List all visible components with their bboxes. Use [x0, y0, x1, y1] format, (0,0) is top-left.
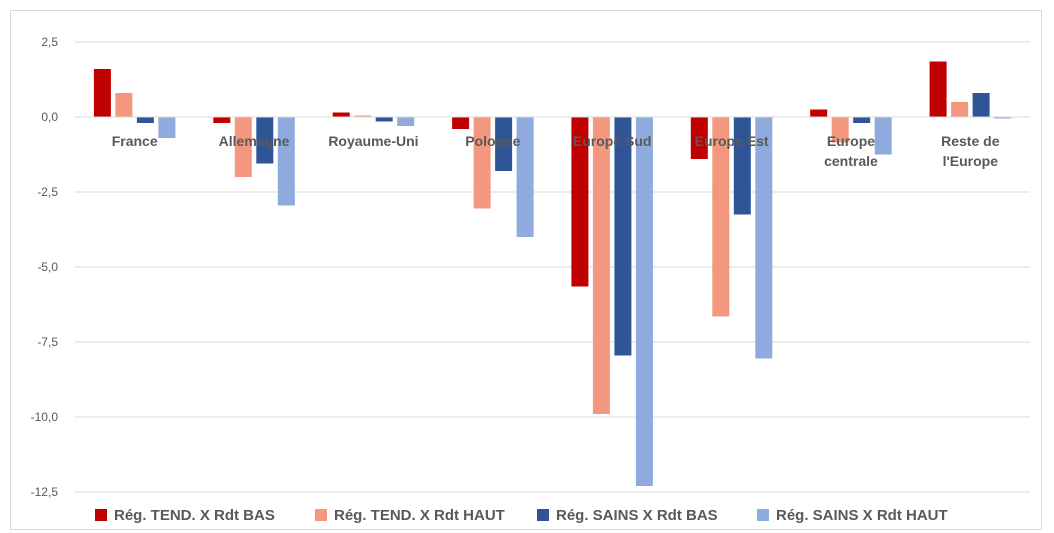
bar-4-series-1 [592, 117, 610, 414]
y-tick-label: -2,5 [37, 185, 58, 199]
bar-7-series-0 [929, 61, 947, 117]
bar-0-series-1 [115, 93, 133, 117]
bar-7-series-2 [972, 93, 990, 117]
category-label-line: Pologne [465, 133, 520, 149]
bar-0-series-3 [158, 117, 176, 138]
y-tick-label: -7,5 [37, 335, 58, 349]
category-label-line: Royaume-Uni [328, 133, 418, 149]
legend-item: Rég. SAINS X Rdt HAUT [757, 507, 948, 524]
bar-0-series-0 [93, 69, 111, 117]
bar-6-series-2 [853, 117, 871, 123]
y-tick-label: 2,5 [41, 35, 58, 49]
legend-label: Rég. SAINS X Rdt HAUT [776, 507, 948, 524]
category-label: Pologne [465, 133, 520, 149]
bar-6-series-0 [810, 109, 828, 117]
category-label: Europe Est [695, 133, 769, 149]
category-label-line: Europe Est [695, 133, 769, 149]
category-label-line: centrale [824, 153, 878, 169]
legend-item: Rég. SAINS X Rdt BAS [537, 507, 718, 524]
bar-2-series-2 [375, 117, 393, 122]
chart-frame [10, 10, 1042, 530]
bar-3-series-2 [495, 117, 513, 171]
bar-3-series-1 [473, 117, 491, 209]
legend-item: Rég. TEND. X Rdt BAS [95, 507, 275, 524]
bar-7-series-3 [994, 117, 1012, 119]
legend-label: Rég. SAINS X Rdt BAS [556, 507, 718, 524]
bar-4-series-0 [571, 117, 589, 287]
category-label: France [112, 133, 158, 149]
y-tick-label: -5,0 [37, 260, 58, 274]
category-label: Europe Sud [573, 133, 652, 149]
bar-1-series-2 [256, 117, 274, 164]
bar-1-series-1 [234, 117, 252, 177]
category-label-line: Europe [827, 133, 875, 149]
category-label-line: France [112, 133, 158, 149]
gridlines [75, 41, 1030, 493]
bar-2-series-3 [397, 117, 415, 126]
legend-label: Rég. TEND. X Rdt HAUT [334, 507, 505, 524]
category-label: Allemagne [219, 133, 290, 149]
bar-4-series-2 [614, 117, 632, 356]
bar-2-series-1 [354, 115, 372, 117]
bar-7-series-1 [951, 102, 969, 117]
legend-swatch [315, 509, 327, 521]
category-labels: France Allemagne Royaume-Uni Pologne Europe … [112, 133, 1000, 169]
bar-2-series-0 [332, 112, 350, 117]
bars [75, 61, 1030, 486]
category-label: Royaume-Uni [328, 133, 418, 149]
legend-swatch [757, 509, 769, 521]
bar-5-series-3 [755, 117, 773, 359]
legend-swatch [537, 509, 549, 521]
bar-5-series-1 [712, 117, 730, 317]
legend-item: Rég. TEND. X Rdt HAUT [315, 507, 505, 524]
category-label-line: l'Europe [943, 153, 999, 169]
bar-5-series-0 [690, 117, 708, 159]
bar-1-series-3 [277, 117, 295, 206]
bar-6-series-1 [831, 117, 849, 143]
legend-swatch [95, 509, 107, 521]
bar-4-series-3 [635, 117, 653, 486]
bar-6-series-3 [874, 117, 892, 155]
legend-label: Rég. TEND. X Rdt BAS [114, 507, 275, 524]
category-label-line: Europe Sud [573, 133, 652, 149]
category-label-line: Allemagne [219, 133, 290, 149]
category-label: Europe centrale [824, 133, 878, 169]
category-label-line: Reste de [941, 133, 1000, 149]
bar-5-series-2 [733, 117, 751, 215]
bar-3-series-3 [516, 117, 534, 237]
bar-0-series-2 [136, 117, 154, 123]
y-axis-ticks: 2,5 0,0 -2,5 -5,0 -7,5 -10,0 -12,5 [31, 35, 59, 499]
bar-1-series-0 [213, 117, 231, 123]
legend: Rég. TEND. X Rdt BAS Rég. TEND. X Rdt HAU… [95, 507, 948, 524]
y-tick-label: -10,0 [31, 410, 59, 424]
category-label: Reste de l'Europe [941, 133, 1000, 169]
y-tick-label: 0,0 [41, 110, 58, 124]
bar-3-series-0 [452, 117, 470, 129]
y-tick-label: -12,5 [31, 485, 59, 499]
